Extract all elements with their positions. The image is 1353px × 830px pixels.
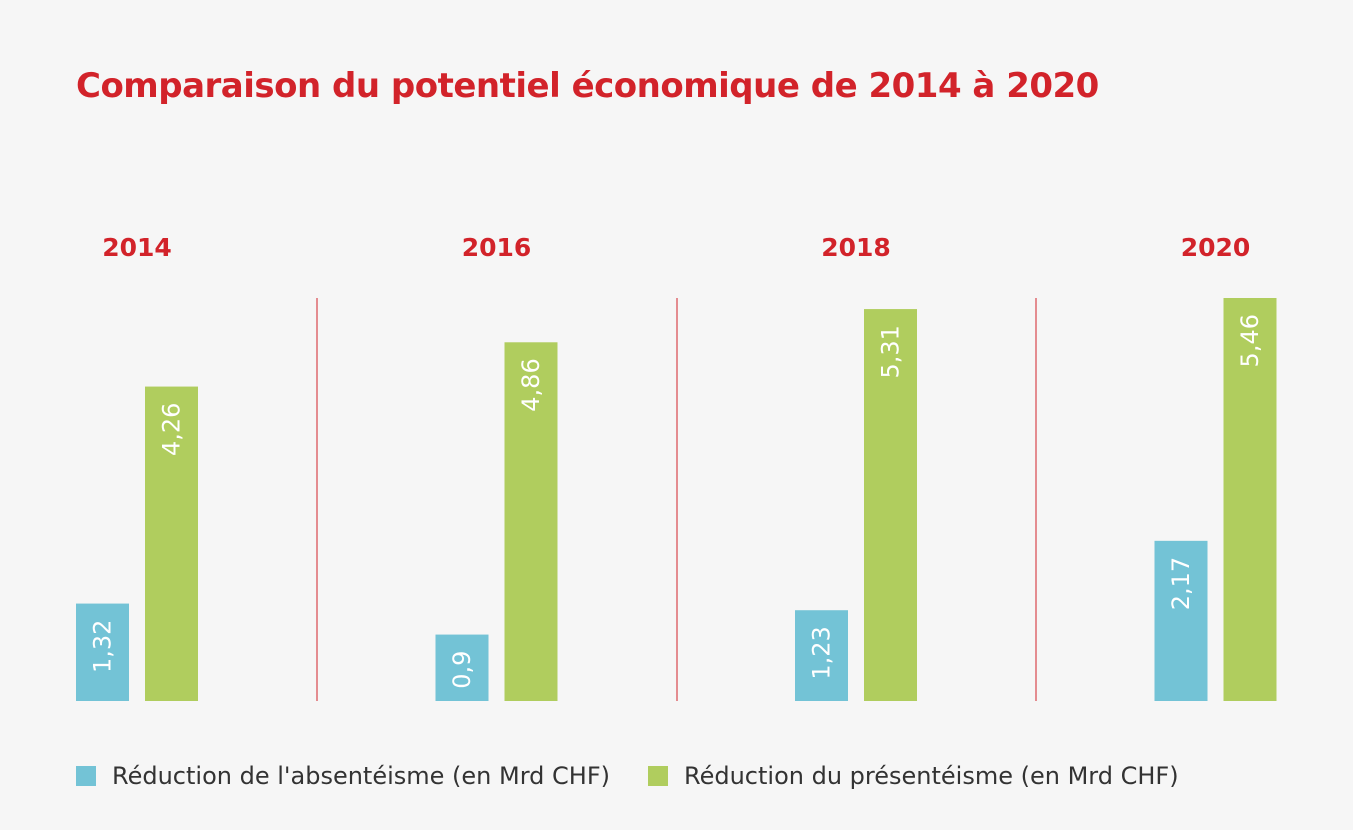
- bar-presenteeism-2016: [504, 342, 558, 701]
- value-label-presenteeism-2020: 5,46: [1236, 314, 1264, 367]
- value-label-absenteeism-2020: 2,17: [1167, 557, 1195, 610]
- value-label-presenteeism-2014: 4,26: [158, 403, 186, 456]
- year-label-2016: 2016: [462, 233, 532, 262]
- year-label-2018: 2018: [821, 233, 891, 262]
- year-label-2020: 2020: [1181, 233, 1251, 262]
- value-labels: 1,32 4,26 0,9 4,86 1,23 5,31 2,17 5,46: [89, 314, 1265, 689]
- bar-absenteeism-2018: [795, 610, 848, 701]
- legend: Réduction de l'absentéisme (en Mrd CHF) …: [76, 762, 1217, 790]
- legend-swatch-absenteeism: [76, 766, 96, 786]
- legend-swatch-presenteeism: [648, 766, 668, 786]
- legend-label-absenteeism: Réduction de l'absentéisme (en Mrd CHF): [112, 762, 610, 790]
- value-label-absenteeism-2016: 0,9: [448, 651, 476, 689]
- legend-item-absenteeism: Réduction de l'absentéisme (en Mrd CHF): [76, 762, 610, 790]
- bar-absenteeism-2016: [435, 634, 489, 701]
- bar-absenteeism-2014: [76, 603, 129, 701]
- bar-presenteeism-2014: [145, 386, 198, 701]
- value-label-absenteeism-2014: 1,32: [89, 620, 117, 673]
- bar-chart: 2014 2016 2018 2020 1,32 4,26 0,9 4,86 1,23 5,31…: [76, 233, 1277, 701]
- value-label-presenteeism-2016: 4,86: [517, 358, 545, 411]
- year-labels: 2014 2016 2018 2020: [102, 233, 1250, 262]
- year-label-2014: 2014: [102, 233, 172, 262]
- bar-absenteeism-2020: [1154, 540, 1208, 701]
- value-label-presenteeism-2018: 5,31: [877, 325, 905, 378]
- group-separators: [316, 298, 1037, 701]
- chart-title: Comparaison du potentiel économique de 2…: [76, 66, 1099, 106]
- bars: [76, 298, 1277, 701]
- legend-label-presenteeism: Réduction du présentéisme (en Mrd CHF): [684, 762, 1179, 790]
- legend-item-presenteeism: Réduction du présentéisme (en Mrd CHF): [648, 762, 1179, 790]
- bar-presenteeism-2020: [1223, 298, 1277, 701]
- value-label-absenteeism-2018: 1,23: [808, 626, 836, 679]
- bar-presenteeism-2018: [864, 309, 917, 701]
